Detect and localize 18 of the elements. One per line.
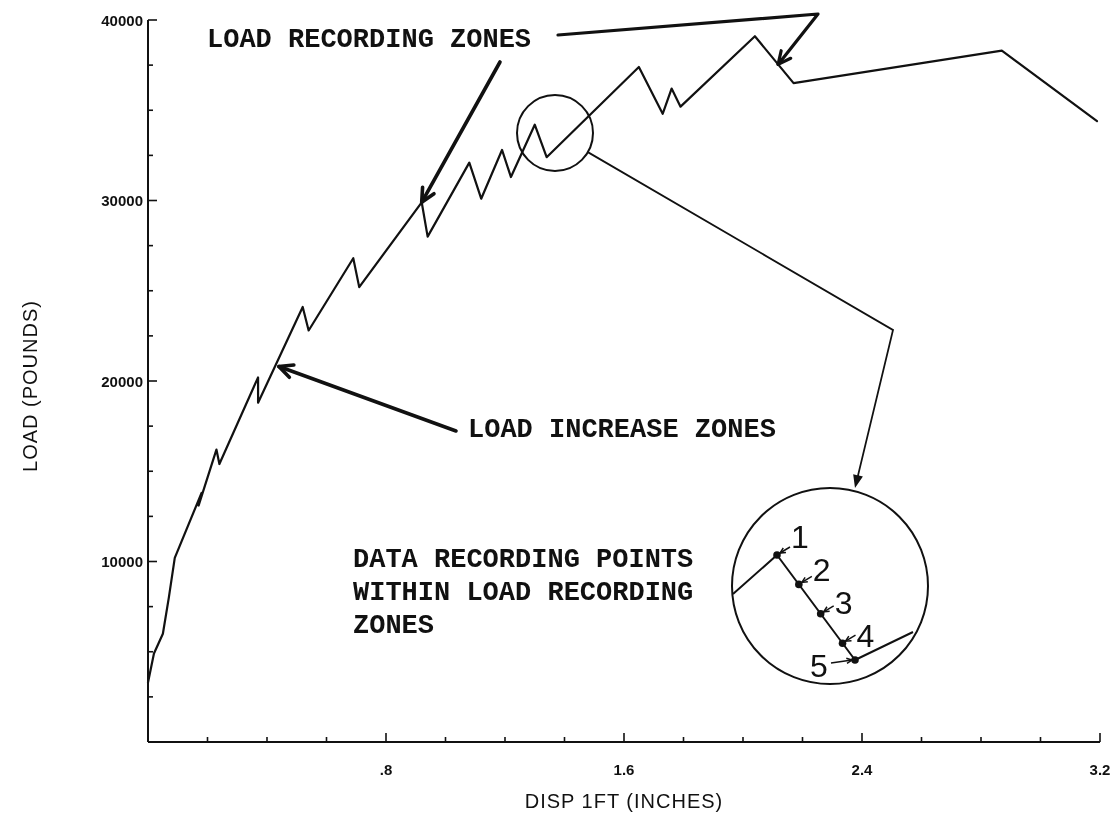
annotation: 5 — [810, 648, 828, 684]
x-tick-label: 1.6 — [613, 761, 635, 778]
annotation: 3 — [834, 585, 853, 622]
annotation: LOAD INCREASE ZONES — [468, 415, 776, 445]
x-tick-label: .8 — [379, 761, 393, 778]
x-axis-title: DISP 1FT (INCHES) — [524, 790, 724, 812]
annotation: LOAD RECORDING ZONES — [207, 25, 532, 55]
annotation: 1 — [791, 519, 809, 555]
annotation: 4 — [856, 618, 875, 655]
annotation: DATA RECORDING POINTS WITHIN LOAD RECORDING ZONES — [353, 545, 694, 641]
y-tick-label: 20000 — [101, 372, 143, 390]
y-tick-label: 40000 — [101, 11, 143, 29]
y-tick-label: 10000 — [101, 553, 143, 570]
annotation: 2 — [812, 552, 831, 589]
x-tick-label: 2.4 — [851, 761, 874, 778]
y-axis-title: LOAD (POUNDS) — [19, 300, 41, 472]
y-tick-label: 30000 — [101, 192, 143, 209]
x-tick-label: 3.2 — [1089, 761, 1111, 778]
